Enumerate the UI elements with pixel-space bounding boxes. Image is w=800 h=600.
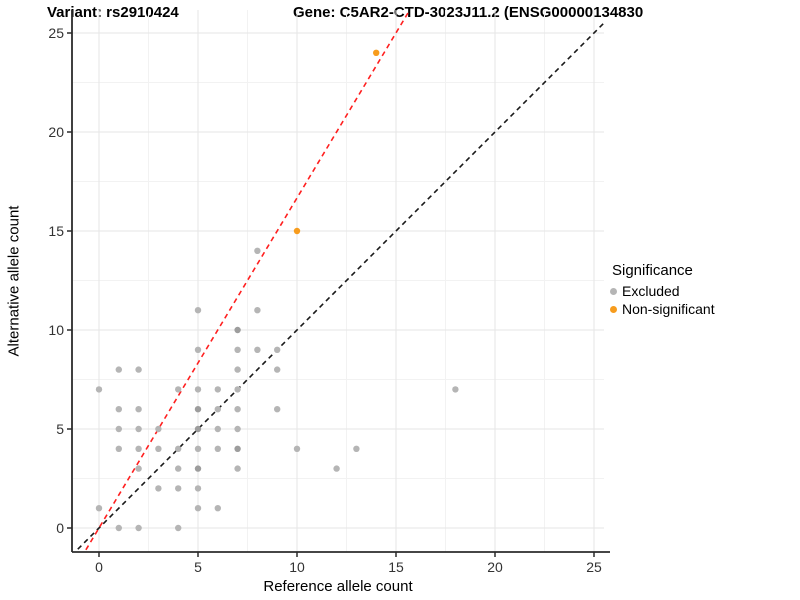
data-point-excluded bbox=[214, 445, 221, 452]
data-point-excluded bbox=[254, 307, 261, 314]
data-point-excluded bbox=[333, 465, 340, 472]
legend-key-dot bbox=[610, 287, 617, 295]
data-point-excluded bbox=[194, 386, 202, 393]
identity-line bbox=[73, 21, 604, 552]
legend: Significance Excluded Non-significant bbox=[610, 262, 715, 318]
data-point-excluded bbox=[194, 307, 202, 314]
y-tick-label: 0 bbox=[56, 520, 64, 536]
data-point-excluded bbox=[234, 326, 241, 334]
legend-item-label: Non-significant bbox=[622, 301, 715, 317]
data-point-excluded bbox=[293, 445, 301, 452]
data-point-excluded bbox=[175, 445, 182, 452]
data-point-excluded bbox=[115, 445, 123, 452]
data-point-excluded bbox=[135, 445, 142, 452]
data-point-excluded bbox=[135, 425, 142, 433]
legend-title: Significance bbox=[612, 262, 693, 279]
data-point-excluded bbox=[95, 386, 103, 393]
y-tick-label: 25 bbox=[48, 25, 64, 41]
x-tick-label: 25 bbox=[586, 559, 602, 575]
data-point-excluded bbox=[194, 425, 202, 433]
x-tick-label: 20 bbox=[487, 559, 503, 575]
data-point-excluded bbox=[194, 406, 202, 413]
data-point-excluded bbox=[155, 425, 162, 433]
data-point-excluded bbox=[254, 346, 261, 353]
data-point-excluded bbox=[254, 247, 261, 254]
data-point-excluded bbox=[214, 386, 221, 393]
data-point-excluded bbox=[274, 366, 281, 373]
data-point-excluded bbox=[194, 485, 202, 492]
data-point-excluded bbox=[234, 425, 241, 433]
data-point-excluded bbox=[115, 524, 123, 532]
x-tick-label: 15 bbox=[388, 559, 404, 575]
data-point-excluded bbox=[452, 386, 459, 393]
data-point-excluded bbox=[234, 406, 241, 413]
data-point-excluded bbox=[234, 465, 241, 472]
y-axis-label: Alternative allele count bbox=[5, 205, 23, 357]
data-point-excluded bbox=[353, 445, 360, 452]
data-point-excluded bbox=[234, 386, 241, 393]
x-tick-label: 10 bbox=[289, 559, 305, 575]
data-point-excluded bbox=[214, 406, 221, 413]
plot-title-variant: Variant: rs2910424 bbox=[47, 4, 179, 21]
data-point-excluded bbox=[175, 386, 182, 393]
data-point-excluded bbox=[194, 465, 202, 472]
x-tick-label: 5 bbox=[194, 559, 202, 575]
legend-item-non-significant: Non-significant bbox=[610, 300, 715, 318]
data-point-excluded bbox=[274, 346, 281, 353]
data-point-excluded bbox=[274, 406, 281, 413]
legend-item-excluded: Excluded bbox=[610, 282, 715, 300]
x-tick-label: 0 bbox=[95, 559, 103, 575]
legend-key-dot bbox=[610, 305, 617, 313]
plot-title-gene: Gene: C5AR2-CTD-3023J11.2 (ENSG000001348… bbox=[293, 4, 644, 21]
y-tick-label: 20 bbox=[48, 124, 64, 140]
y-tick-label: 5 bbox=[56, 421, 64, 437]
data-point-excluded bbox=[135, 406, 142, 413]
data-point-excluded bbox=[115, 366, 123, 373]
y-tick-label: 10 bbox=[48, 322, 64, 338]
data-point-excluded bbox=[175, 485, 182, 492]
data-point-excluded bbox=[234, 445, 241, 452]
data-point-excluded bbox=[95, 505, 103, 512]
data-point-excluded bbox=[135, 465, 142, 472]
data-point-excluded bbox=[135, 524, 142, 532]
data-point-excluded bbox=[214, 505, 221, 512]
data-point-excluded bbox=[135, 366, 142, 373]
data-point-excluded bbox=[155, 445, 162, 452]
data-point-non-significant bbox=[293, 227, 301, 235]
ratio-line bbox=[83, 10, 411, 552]
x-axis-label: Reference allele count bbox=[263, 578, 413, 595]
data-point-excluded bbox=[194, 346, 202, 353]
data-point-non-significant bbox=[373, 49, 380, 56]
data-point-excluded bbox=[234, 366, 241, 373]
y-tick-label: 15 bbox=[48, 223, 64, 239]
data-point-excluded bbox=[194, 445, 202, 452]
data-point-excluded bbox=[175, 465, 182, 472]
data-point-excluded bbox=[175, 524, 182, 532]
data-point-excluded bbox=[194, 505, 202, 512]
data-point-excluded bbox=[155, 485, 162, 492]
legend-item-label: Excluded bbox=[622, 283, 680, 299]
data-point-excluded bbox=[214, 425, 221, 433]
data-point-excluded bbox=[115, 406, 123, 413]
data-point-excluded bbox=[234, 346, 241, 353]
data-point-excluded bbox=[115, 425, 123, 433]
